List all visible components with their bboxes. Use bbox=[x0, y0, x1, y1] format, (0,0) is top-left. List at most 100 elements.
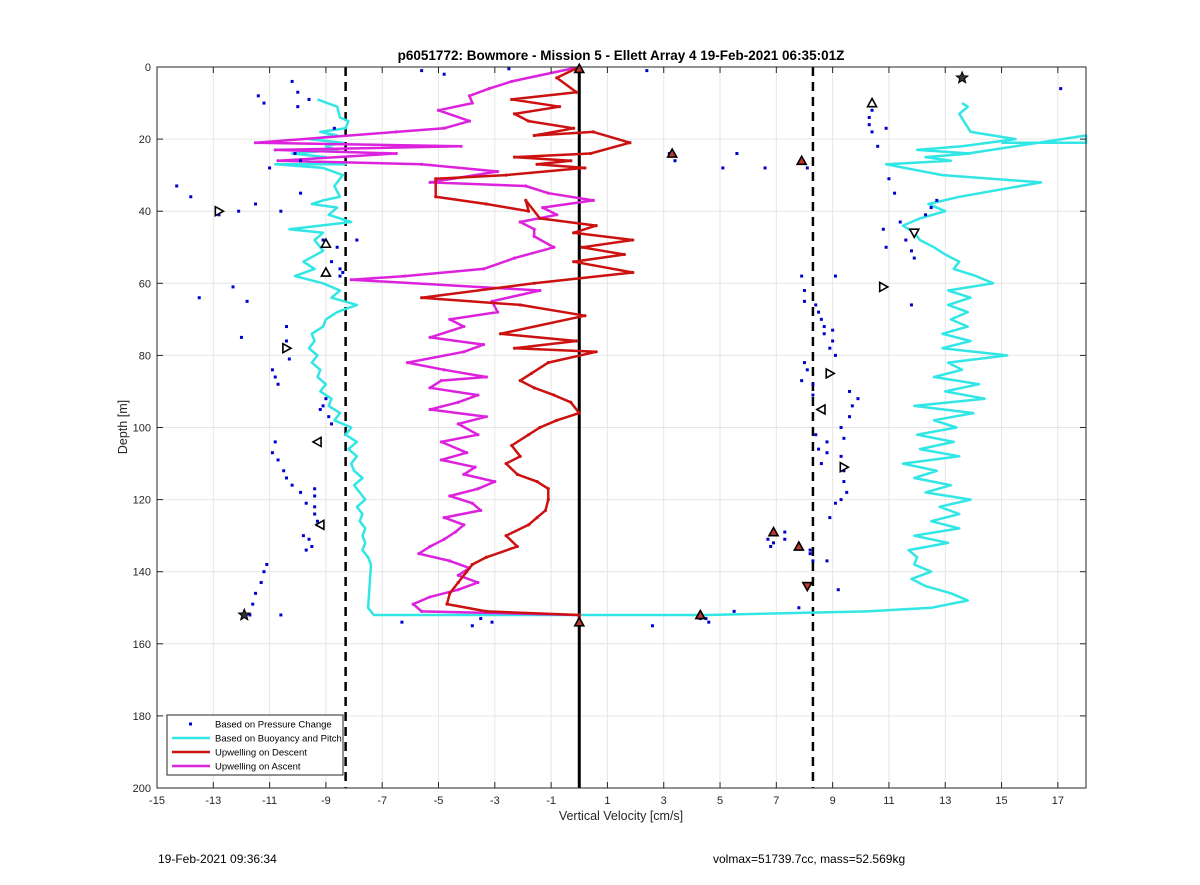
series-pressure-point bbox=[735, 152, 739, 156]
series-descent-point bbox=[504, 534, 508, 538]
series-pressure-point bbox=[330, 422, 334, 426]
series-ascent-point bbox=[417, 552, 421, 556]
series-ascent-point bbox=[428, 335, 432, 339]
marker-tri-left bbox=[815, 403, 826, 416]
series-pressure-point bbox=[839, 454, 843, 458]
series-descent-point bbox=[628, 141, 632, 145]
marker-tri-left bbox=[314, 518, 325, 531]
marker-tri-left bbox=[311, 436, 322, 448]
series-pressure-point bbox=[805, 166, 809, 170]
series-pressure-point bbox=[279, 613, 283, 617]
legend-label: Based on Buoyancy and Pitch bbox=[215, 734, 342, 745]
series-pressure-point bbox=[904, 238, 908, 242]
series-pressure-point bbox=[808, 548, 812, 552]
series-pressure-point bbox=[307, 537, 311, 541]
y-tick-label: 140 bbox=[133, 567, 151, 579]
series-pressure-point bbox=[276, 458, 280, 462]
series-pressure-point bbox=[842, 480, 846, 484]
series-descent-point bbox=[557, 105, 562, 109]
series-descent-point bbox=[594, 350, 598, 354]
series-pressure-point bbox=[929, 206, 933, 210]
series-descent-point bbox=[532, 281, 536, 285]
series-pressure-point bbox=[898, 220, 902, 224]
x-tick-label: 17 bbox=[1052, 795, 1064, 807]
series-pressure-point bbox=[808, 552, 812, 556]
marker-layer bbox=[214, 62, 970, 627]
series-pressure-point bbox=[299, 490, 303, 494]
legend: Based on Pressure Change Based on Buoyanc… bbox=[166, 714, 344, 776]
series-pressure-point bbox=[704, 617, 708, 621]
series-pressure-point bbox=[909, 249, 913, 253]
x-tick-label: 1 bbox=[604, 795, 610, 807]
series-pressure-point bbox=[802, 361, 806, 365]
series-pressure-point bbox=[819, 317, 823, 321]
series-descent-point bbox=[470, 562, 474, 567]
series-pressure-point bbox=[828, 346, 832, 350]
series-ascent-point bbox=[462, 472, 466, 476]
y-tick-label: 180 bbox=[133, 711, 151, 723]
series-pressure-point bbox=[256, 94, 260, 98]
marker-tri-up bbox=[792, 540, 805, 551]
series-ascent-point bbox=[470, 101, 474, 105]
series-descent-point bbox=[498, 332, 503, 336]
series-pressure-point bbox=[772, 541, 776, 545]
series-pressure-point bbox=[800, 274, 804, 278]
series-pressure-point bbox=[479, 617, 483, 621]
series-pressure-point bbox=[335, 245, 339, 249]
series-ascent-point bbox=[532, 227, 536, 231]
series-descent-point bbox=[543, 508, 548, 513]
series-ascent-point bbox=[467, 94, 472, 98]
series-pressure-point bbox=[814, 433, 818, 437]
series-descent-point bbox=[580, 245, 584, 249]
series-ascent-point bbox=[442, 126, 446, 130]
series-descent-point bbox=[445, 602, 449, 606]
y-tick-label: 160 bbox=[133, 639, 151, 651]
x-tick-label: -9 bbox=[321, 795, 331, 807]
series-descent-point bbox=[510, 443, 514, 448]
series-descent-point bbox=[518, 303, 522, 307]
series-ascent-point bbox=[448, 317, 452, 321]
series-ascent-point bbox=[405, 361, 410, 365]
series-ascent-point bbox=[465, 451, 469, 455]
marker-tri-up bbox=[320, 266, 332, 277]
series-pressure-point bbox=[833, 501, 837, 505]
series-descent-point bbox=[572, 231, 576, 235]
series-pressure-point bbox=[870, 108, 874, 112]
series-pressure-point bbox=[839, 498, 843, 502]
series-pressure-point bbox=[797, 606, 801, 610]
series-pressure-point bbox=[304, 501, 308, 505]
series-ascent-point bbox=[493, 479, 497, 484]
series-pressure-point bbox=[845, 490, 849, 494]
series-ascent-point bbox=[456, 588, 460, 592]
series-pressure-point bbox=[270, 451, 274, 455]
series-pressure-point bbox=[313, 494, 317, 498]
series-pressure-point bbox=[673, 159, 677, 163]
series-pressure-point bbox=[293, 152, 297, 156]
series-descent-point bbox=[484, 555, 488, 559]
series-descent-point bbox=[583, 314, 587, 318]
series-pressure-point bbox=[237, 209, 241, 213]
series-pressure-point bbox=[290, 483, 294, 487]
x-tick-label: 15 bbox=[995, 795, 1007, 807]
series-pressure-point bbox=[321, 404, 325, 408]
series-ascent-point bbox=[462, 350, 466, 354]
series-ascent-point bbox=[436, 108, 441, 112]
series-ascent-point bbox=[524, 184, 528, 188]
series-pressure-point bbox=[299, 191, 303, 195]
series-pressure-point bbox=[284, 476, 288, 480]
chart-title: p6051772: Bowmore - Mission 5 - Ellett A… bbox=[398, 48, 845, 63]
series-pressure-point bbox=[296, 90, 300, 94]
series-descent-point bbox=[512, 112, 517, 116]
series-pressure-point bbox=[833, 274, 837, 278]
series-pressure-point bbox=[341, 270, 345, 274]
series-pressure-point bbox=[313, 487, 317, 491]
series-ascent-point bbox=[453, 530, 458, 534]
series-pressure-point bbox=[912, 256, 916, 260]
series-ascent-point bbox=[481, 267, 486, 271]
series-pressure-point bbox=[800, 379, 804, 383]
series-pressure-point bbox=[802, 289, 806, 293]
series-descent-point bbox=[538, 216, 542, 221]
series-pressure-point bbox=[282, 469, 286, 473]
series-pressure-point bbox=[814, 303, 818, 307]
